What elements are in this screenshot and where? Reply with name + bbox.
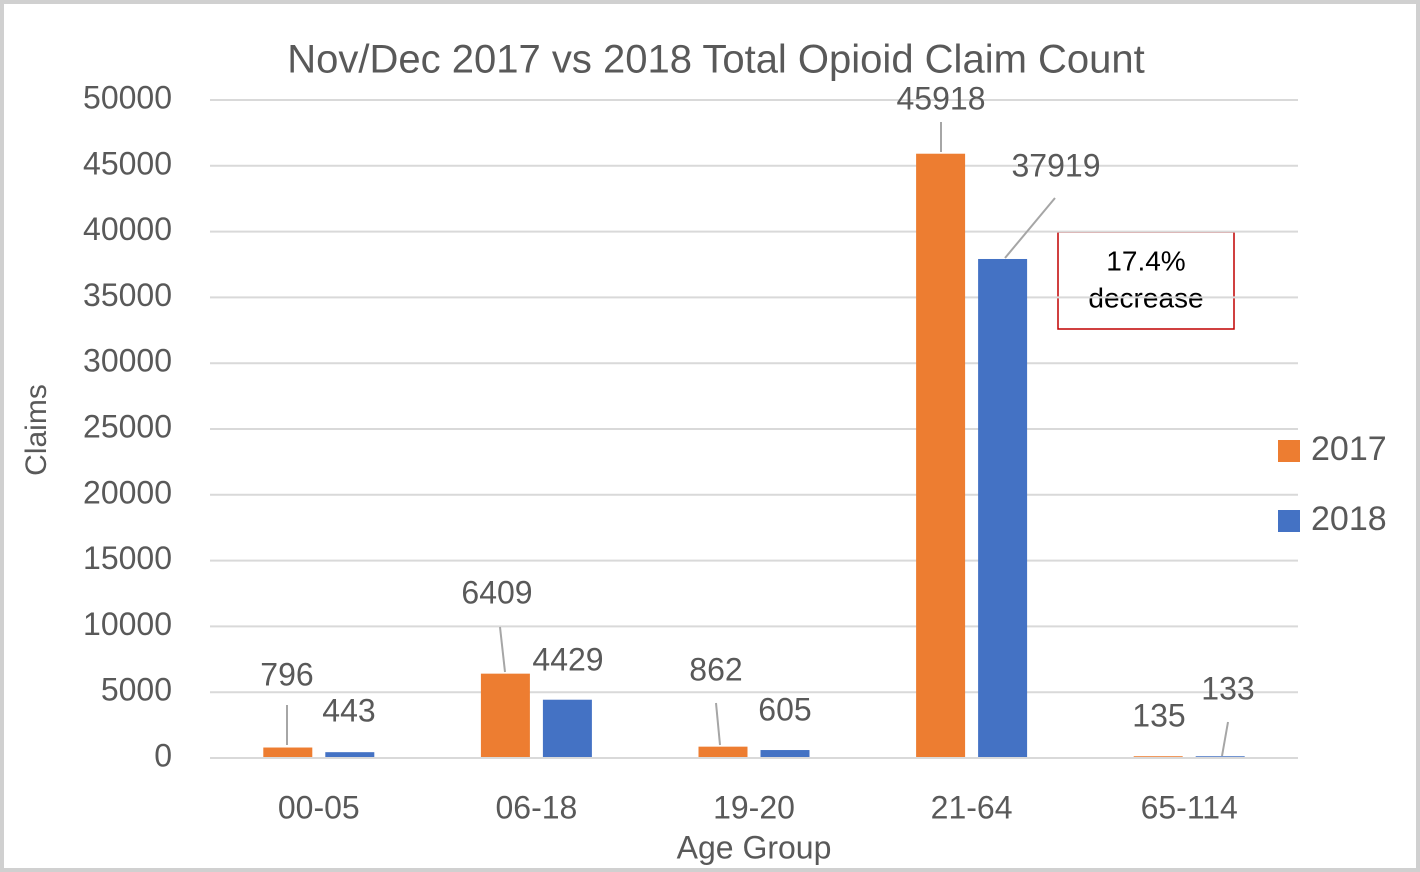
- leader-line: [715, 702, 721, 746]
- bar: [978, 258, 1028, 758]
- y-axis-title: Claims: [20, 384, 53, 476]
- leader-line: [1221, 721, 1229, 757]
- data-label: 605: [758, 691, 811, 727]
- x-tick-label: 65-114: [1141, 789, 1238, 825]
- leader-line: [1004, 197, 1056, 259]
- bar: [325, 752, 375, 758]
- data-label: 45918: [897, 80, 986, 116]
- y-tick-label: 0: [154, 737, 172, 773]
- bar: [263, 747, 313, 758]
- x-tick-label: 00-05: [278, 789, 360, 825]
- x-tick-label: 19-20: [713, 789, 795, 825]
- data-label: 796: [260, 656, 313, 692]
- y-tick-label: 20000: [83, 474, 172, 510]
- bar: [542, 699, 592, 758]
- bar: [480, 673, 530, 758]
- y-tick-label: 30000: [83, 343, 172, 379]
- annotation: 17.4%: [1106, 245, 1185, 276]
- y-tick-label: 45000: [83, 145, 172, 181]
- legend-swatch: [1278, 510, 1300, 532]
- leader-line: [499, 626, 506, 673]
- data-label: 4429: [532, 641, 603, 677]
- bar: [698, 746, 748, 758]
- y-tick-label: 10000: [83, 606, 172, 642]
- data-label: 443: [322, 692, 375, 728]
- data-label: 135: [1132, 697, 1185, 733]
- annotation-box: [1057, 231, 1235, 330]
- data-label: 133: [1201, 670, 1254, 706]
- y-tick-label: 25000: [83, 408, 172, 444]
- legend-label: 2017: [1311, 430, 1387, 468]
- bar: [916, 153, 966, 758]
- y-tick-label: 50000: [83, 79, 172, 115]
- data-label: 862: [689, 651, 742, 687]
- bar: [760, 750, 810, 758]
- y-tick-label: 5000: [101, 672, 172, 708]
- x-tick-label: 06-18: [495, 789, 577, 825]
- data-label: 37919: [1012, 147, 1101, 183]
- x-axis-title: Age Group: [677, 829, 832, 865]
- legend-swatch: [1278, 440, 1300, 462]
- chart-title: Nov/Dec 2017 vs 2018 Total Opioid Claim …: [287, 38, 1145, 82]
- x-tick-label: 21-64: [931, 789, 1013, 825]
- y-tick-label: 40000: [83, 211, 172, 247]
- legend-label: 2018: [1311, 500, 1387, 538]
- y-tick-label: 35000: [83, 277, 172, 313]
- y-tick-label: 15000: [83, 540, 172, 576]
- data-label: 6409: [461, 574, 532, 610]
